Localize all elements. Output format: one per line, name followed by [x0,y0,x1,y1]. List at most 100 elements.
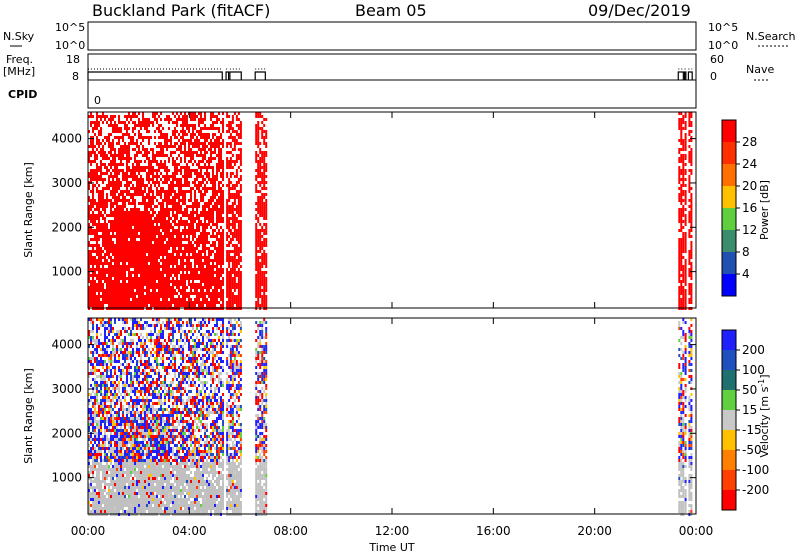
heatmap-cell [194,190,196,193]
heatmap-cell [231,202,234,205]
heatmap-cell [98,462,100,465]
heatmap-cell [92,220,94,223]
heatmap-cell [257,124,260,127]
heatmap-cell [222,190,224,193]
heatmap-cell [233,214,236,217]
heatmap-cell [216,145,218,148]
heatmap-cell [112,298,114,301]
heatmap-cell [120,268,122,271]
heatmap-cell [233,247,236,250]
heatmap-cell [144,187,146,190]
heatmap-cell [239,226,242,229]
heatmap-cell [110,441,112,444]
heatmap-cell [88,471,90,474]
heatmap-cell [94,369,96,372]
heatmap-cell [194,181,196,184]
heatmap-cell [202,304,204,307]
heatmap-cell [233,136,236,139]
heatmap-cell [148,172,150,175]
heatmap-cell [148,214,150,217]
heatmap-cell [110,390,112,393]
heatmap-cell [261,247,264,250]
heatmap-cell [176,202,178,205]
heatmap-cell [226,217,229,220]
heatmap-cell [190,247,192,250]
heatmap-cell [208,136,210,139]
heatmap-cell [160,271,162,274]
heatmap-cell [160,208,162,211]
heatmap-cell [148,283,150,286]
heatmap-cell [160,253,162,256]
heatmap-cell [144,289,146,292]
heatmap-cell [259,190,262,193]
heatmap-cell [168,262,170,265]
heatmap-cell [166,154,168,157]
heatmap-cell [198,250,200,253]
heatmap-cell [100,280,102,283]
heatmap-cell [100,154,102,157]
heatmap-cell [255,202,258,205]
heatmap-cell [96,226,98,229]
heatmap-cell [170,175,172,178]
heatmap-cell [150,265,152,268]
heatmap-cell [172,160,174,163]
heatmap-cell [152,121,154,124]
heatmap-cell [98,471,100,474]
heatmap-cell [257,274,260,277]
heatmap-cell [100,429,102,432]
heatmap-cell [126,247,128,250]
heatmap-cell [200,112,202,115]
heatmap-cell [98,342,100,345]
heatmap-cell [152,211,154,214]
heatmap-cell [184,157,186,160]
heatmap-cell [206,298,208,301]
heatmap-cell [214,256,216,259]
heatmap-cell [170,142,172,145]
heatmap-cell [126,157,128,160]
heatmap-cell [100,202,102,205]
heatmap-cell [122,148,124,151]
heatmap-cell [96,318,98,321]
heatmap-cell [124,244,126,247]
heatmap-cell [218,112,220,115]
heatmap-cell [100,193,102,196]
heatmap-cell [96,124,98,127]
heatmap-cell [237,304,240,307]
heatmap-cell [239,199,242,202]
heatmap-cell [152,166,154,169]
heatmap-cell [164,136,166,139]
heatmap-cell [126,163,128,166]
heatmap-cell [176,118,178,121]
heatmap-cell [218,154,220,157]
heatmap-cell [90,351,92,354]
heatmap-cell [124,223,126,226]
heatmap-cell [198,244,200,247]
heatmap-cell [180,268,182,271]
heatmap-cell [94,399,96,402]
heatmap-cell [170,136,172,139]
heatmap-cell [122,262,124,265]
heatmap-cell [98,438,100,441]
heatmap-cell [102,145,104,148]
heatmap-cell [184,277,186,280]
heatmap-cell [690,139,693,142]
heatmap-cell [150,178,152,181]
heatmap-cell [231,286,234,289]
heatmap-cell [154,184,156,187]
heatmap-cell [237,268,240,271]
heatmap-cell [124,127,126,130]
heatmap-cell [228,292,231,295]
heatmap-cell [680,124,683,127]
heatmap-cell [228,244,231,247]
heatmap-cell [190,199,192,202]
heatmap-cell [92,417,94,420]
heatmap-cell [208,142,210,145]
heatmap-cell [142,169,144,172]
heatmap-cell [156,259,158,262]
heatmap-cell [186,301,188,304]
heatmap-cell [222,304,224,307]
heatmap-cell [218,220,220,223]
heatmap-cell [110,256,112,259]
heatmap-cell [202,148,204,151]
heatmap-cell [90,220,92,223]
